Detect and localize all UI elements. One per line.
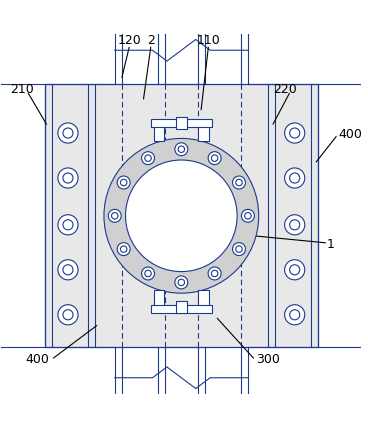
Circle shape — [145, 270, 151, 276]
Circle shape — [63, 220, 73, 230]
Circle shape — [112, 213, 118, 219]
Circle shape — [58, 123, 78, 143]
Bar — [198, 290, 209, 308]
Text: 2: 2 — [147, 34, 155, 47]
Text: 110: 110 — [197, 34, 220, 47]
Circle shape — [290, 265, 300, 275]
Circle shape — [58, 215, 78, 235]
Circle shape — [236, 246, 242, 253]
Circle shape — [284, 260, 305, 280]
Circle shape — [290, 220, 300, 230]
Circle shape — [284, 215, 305, 235]
Circle shape — [290, 173, 300, 183]
Text: 400: 400 — [25, 353, 49, 366]
Circle shape — [108, 209, 121, 222]
Text: 120: 120 — [117, 34, 141, 47]
Circle shape — [63, 173, 73, 183]
Circle shape — [63, 128, 73, 138]
Circle shape — [211, 270, 218, 276]
Circle shape — [211, 155, 218, 161]
Bar — [198, 124, 209, 141]
Bar — [151, 119, 212, 127]
Text: 300: 300 — [256, 353, 280, 366]
Text: 220: 220 — [273, 83, 297, 96]
Circle shape — [104, 138, 259, 293]
Circle shape — [208, 267, 221, 280]
Bar — [176, 117, 187, 129]
Circle shape — [233, 176, 245, 189]
Circle shape — [178, 146, 185, 152]
Circle shape — [284, 168, 305, 188]
Bar — [45, 84, 318, 347]
Circle shape — [290, 128, 300, 138]
Circle shape — [245, 213, 251, 219]
Circle shape — [175, 143, 188, 156]
Circle shape — [208, 152, 221, 165]
Circle shape — [58, 168, 78, 188]
Bar — [176, 301, 187, 312]
Circle shape — [58, 260, 78, 280]
Circle shape — [120, 246, 127, 253]
Bar — [151, 305, 212, 312]
Circle shape — [284, 305, 305, 325]
Bar — [45, 84, 318, 347]
Circle shape — [142, 267, 155, 280]
Circle shape — [58, 305, 78, 325]
Circle shape — [63, 310, 73, 320]
Circle shape — [125, 160, 237, 272]
Bar — [153, 124, 164, 141]
Circle shape — [117, 176, 130, 189]
Circle shape — [236, 179, 242, 186]
Circle shape — [241, 209, 254, 222]
Circle shape — [175, 276, 188, 289]
Circle shape — [120, 179, 127, 186]
Circle shape — [178, 279, 185, 285]
Circle shape — [145, 155, 151, 161]
Circle shape — [284, 123, 305, 143]
Bar — [153, 290, 164, 308]
Text: 400: 400 — [338, 128, 362, 141]
Text: 210: 210 — [10, 83, 34, 96]
Circle shape — [142, 152, 155, 165]
Text: 1: 1 — [327, 238, 335, 251]
Circle shape — [290, 310, 300, 320]
Circle shape — [63, 265, 73, 275]
Circle shape — [233, 243, 245, 256]
Circle shape — [117, 243, 130, 256]
